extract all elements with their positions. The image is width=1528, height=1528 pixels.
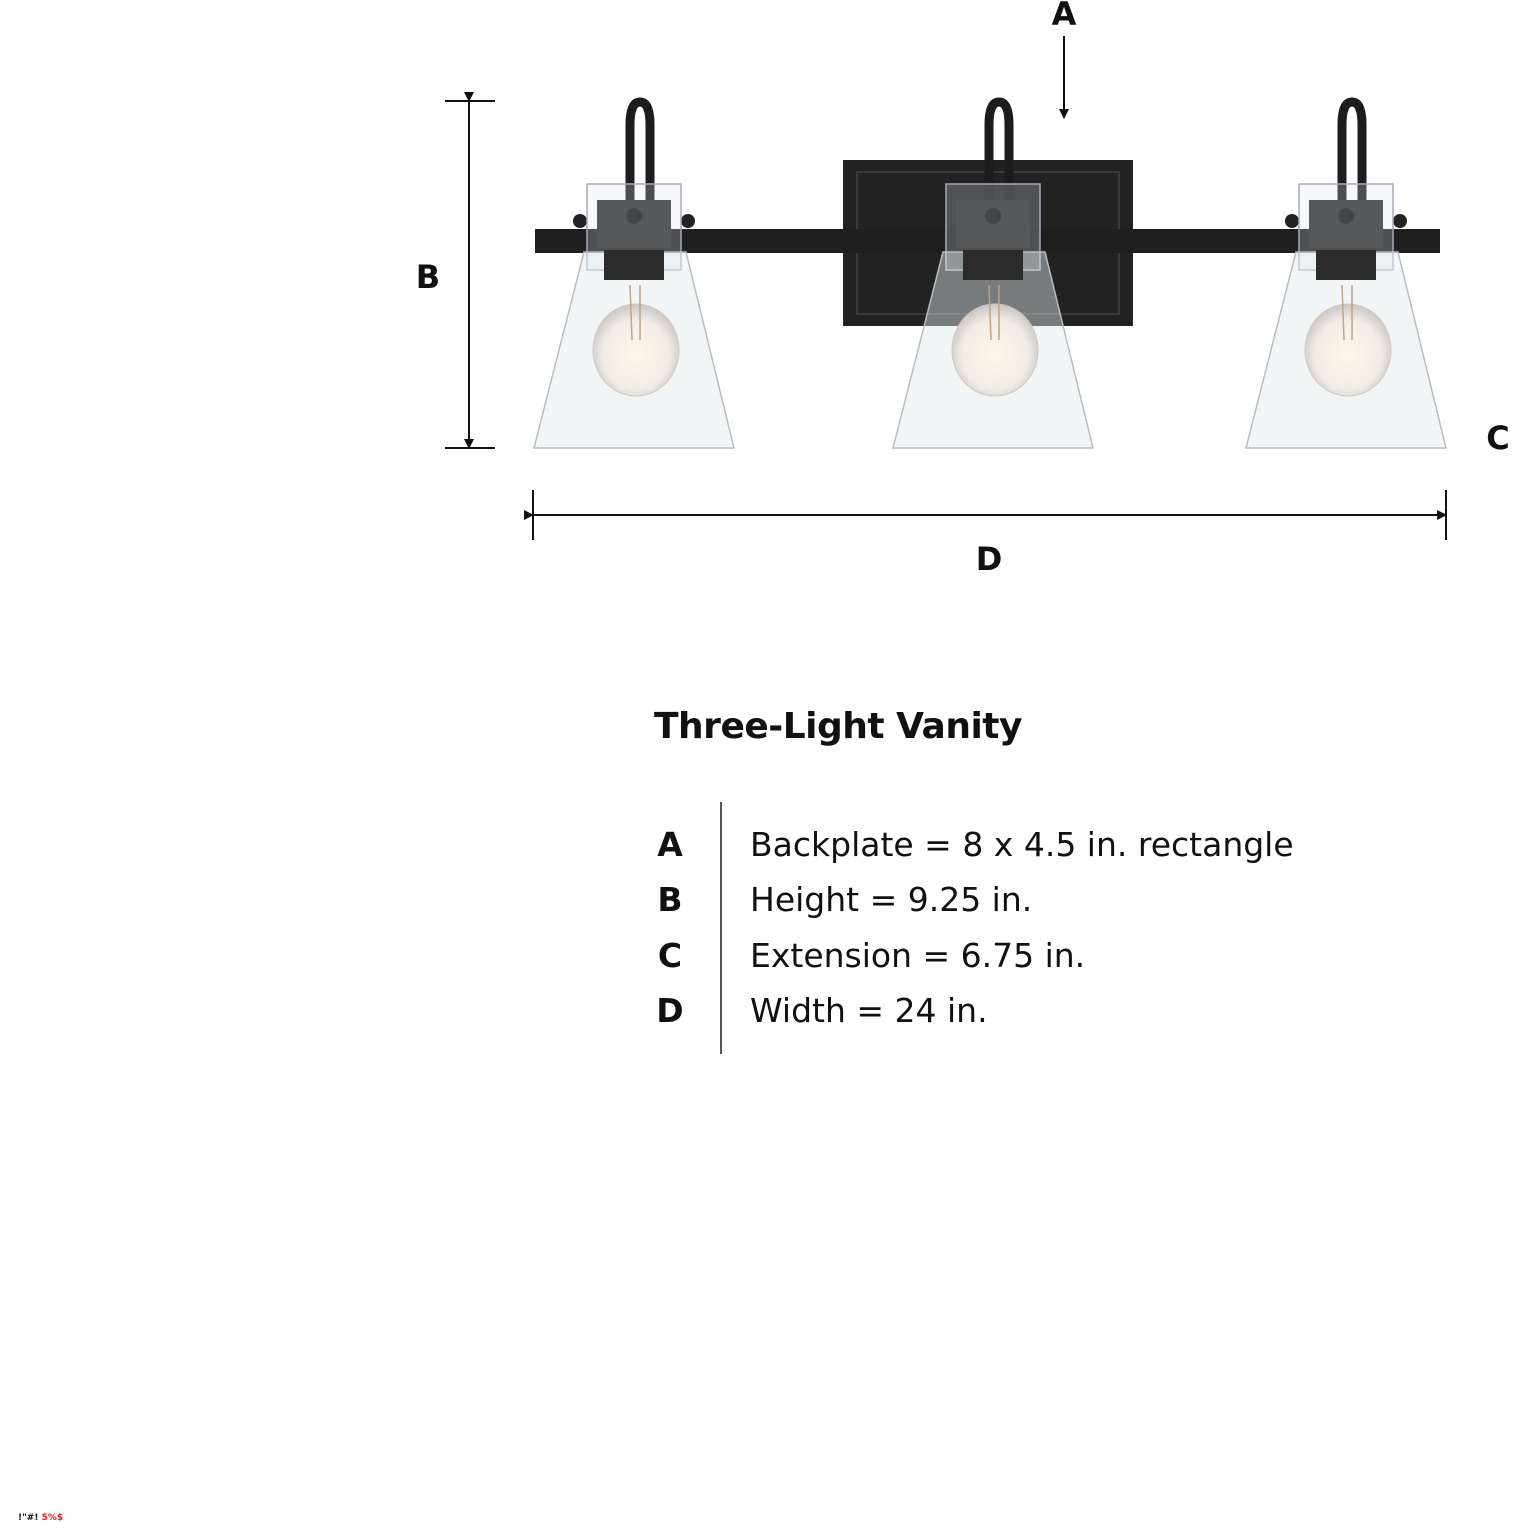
lamp-arm — [1337, 97, 1367, 205]
spec-key: B — [657, 880, 683, 919]
lamp — [1245, 97, 1447, 449]
dimension-d — [524, 490, 1447, 540]
bulb — [1304, 303, 1392, 397]
label-c: C — [1486, 419, 1510, 457]
product-title: Three-Light Vanity — [654, 706, 1022, 747]
lamp-arm — [625, 97, 655, 205]
spec-value: Backplate = 8 x 4.5 in. rectangle — [750, 825, 1294, 864]
footer-code: !"#! 5%$ — [18, 1513, 63, 1523]
label-a: A — [1051, 0, 1077, 33]
lamp — [892, 97, 1094, 449]
spec-key: D — [656, 991, 684, 1030]
spec-key: C — [657, 936, 683, 975]
table-divider — [720, 802, 722, 1054]
label-b: B — [415, 258, 441, 296]
footer-code-red: 5%$ — [41, 1513, 64, 1523]
dimension-b — [445, 92, 495, 449]
spec-value: Height = 9.25 in. — [750, 880, 1033, 919]
spec-key: A — [657, 825, 683, 864]
lamp-arm — [984, 97, 1014, 205]
lamp — [533, 97, 735, 449]
footer-code-black: !"#! — [18, 1513, 39, 1523]
label-d: D — [975, 540, 1003, 578]
spec-value: Extension = 6.75 in. — [750, 936, 1086, 975]
spec-value: Width = 24 in. — [750, 991, 988, 1030]
bulb — [592, 303, 680, 397]
bulb — [951, 303, 1039, 397]
